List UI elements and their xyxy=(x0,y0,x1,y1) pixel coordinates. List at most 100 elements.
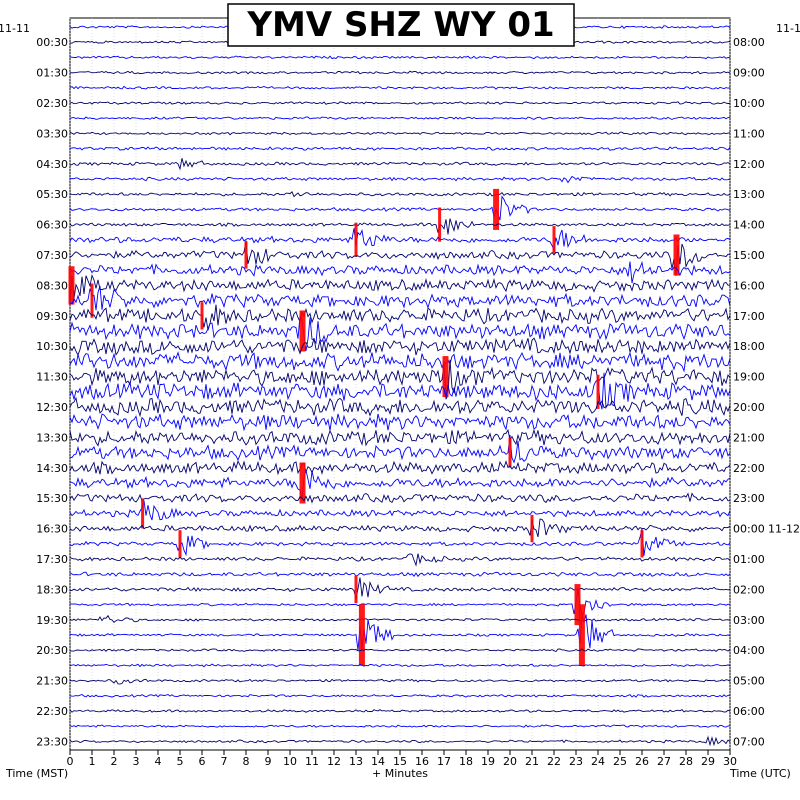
left-time-label: 18:30 xyxy=(36,583,68,596)
x-tick-label: 13 xyxy=(349,755,363,768)
x-tick-label: 5 xyxy=(177,755,184,768)
seismic-trace xyxy=(69,240,731,276)
clipped-event xyxy=(178,530,182,558)
right-time-label: 12:00 xyxy=(733,158,765,171)
clipped-event xyxy=(141,498,145,529)
left-time-label: 21:30 xyxy=(36,675,68,688)
right-time-label: 14:00 xyxy=(733,219,765,232)
clipped-event xyxy=(596,374,600,409)
seismic-trace xyxy=(69,413,731,432)
clipped-event xyxy=(640,530,644,558)
right-time-label: 04:00 xyxy=(733,644,765,657)
clipped-event xyxy=(358,604,365,666)
seismic-trace xyxy=(69,146,731,151)
x-tick-label: 17 xyxy=(437,755,451,768)
right-time-label: 21:00 xyxy=(733,431,765,444)
x-tick-label: 28 xyxy=(679,755,693,768)
seismic-trace xyxy=(69,577,731,600)
x-tick-label: 29 xyxy=(701,755,715,768)
clipped-event xyxy=(299,462,306,504)
x-tick-label: 0 xyxy=(67,755,74,768)
x-tick-label: 7 xyxy=(221,755,228,768)
seismic-trace xyxy=(69,175,731,184)
seismic-trace xyxy=(69,131,731,136)
right-time-label: 06:00 xyxy=(733,705,765,718)
left-time-label: 13:30 xyxy=(36,431,68,444)
seismic-trace xyxy=(69,337,731,357)
right-time-label: 15:00 xyxy=(733,249,765,262)
seismic-traces xyxy=(68,25,731,747)
left-time-label: 05:30 xyxy=(36,188,68,201)
seismic-trace xyxy=(69,191,731,198)
x-tick-label: 18 xyxy=(459,755,473,768)
clipped-event xyxy=(299,310,306,352)
seismic-trace xyxy=(69,260,731,284)
clipped-event xyxy=(354,575,358,604)
left-time-label: 02:30 xyxy=(36,97,68,110)
left-time-label: 19:30 xyxy=(36,614,68,627)
seismic-trace xyxy=(69,470,731,500)
seismic-trace xyxy=(69,553,731,567)
x-tick-label: 12 xyxy=(327,755,341,768)
clipped-event xyxy=(244,241,248,269)
seismic-trace xyxy=(69,228,731,252)
x-tick-label: 24 xyxy=(591,755,605,768)
clipped-event xyxy=(354,222,358,257)
right-time-label: 10:00 xyxy=(733,97,765,110)
seismic-trace xyxy=(69,614,731,651)
x-tick-label: 21 xyxy=(525,755,539,768)
left-time-label: 17:30 xyxy=(36,553,68,566)
left-time-label: 09:30 xyxy=(36,310,68,323)
seismic-trace xyxy=(69,571,731,578)
seismic-trace xyxy=(69,55,731,60)
seismic-trace xyxy=(69,648,731,653)
x-tick-label: 27 xyxy=(657,755,671,768)
right-time-label: 01:00 xyxy=(733,553,765,566)
left-time-label: 08:30 xyxy=(36,279,68,292)
seismic-trace xyxy=(69,735,731,747)
right-time-label: 11:00 xyxy=(733,127,765,140)
left-time-label: 23:30 xyxy=(36,735,68,748)
right-time-label: 07:00 xyxy=(733,735,765,748)
seismic-trace xyxy=(69,304,731,331)
title-box xyxy=(227,3,575,47)
x-tick-label: 16 xyxy=(415,755,429,768)
x-tick-label: 4 xyxy=(155,755,162,768)
seismic-trace xyxy=(69,614,731,624)
right-time-label: 09:00 xyxy=(733,67,765,80)
seismic-trace xyxy=(69,351,731,373)
left-date-label: 11-11 xyxy=(0,22,30,35)
seismic-trace xyxy=(69,435,731,464)
right-time-label: 22:00 xyxy=(733,462,765,475)
seismic-trace xyxy=(69,359,731,400)
x-tick-label: 8 xyxy=(243,755,250,768)
seismic-trace xyxy=(69,314,731,351)
axes: 0 1 2 3 4 5 6 7 8 9 10 11 12 13 14 15 16 17 18 19 20 21 22 23 24… xyxy=(36,36,800,768)
x-tick-label: 11 xyxy=(305,755,319,768)
clipped-event xyxy=(493,188,500,230)
x-tick-label: 26 xyxy=(635,755,649,768)
left-time-label: 14:30 xyxy=(36,462,68,475)
left-time-label: 01:30 xyxy=(36,67,68,80)
clipped-event xyxy=(442,356,449,398)
seismic-trace xyxy=(69,678,731,685)
seismic-trace xyxy=(69,663,731,668)
x-tick-label: 15 xyxy=(393,755,407,768)
left-time-label: 04:30 xyxy=(36,158,68,171)
seismic-trace xyxy=(69,428,731,447)
right-date-label: 11-11 xyxy=(776,22,800,35)
left-time-label: 22:30 xyxy=(36,705,68,718)
x-tick-label: 23 xyxy=(569,755,583,768)
seismic-trace xyxy=(69,693,731,698)
right-time-label: 19:00 xyxy=(733,371,765,384)
left-time-label: 16:30 xyxy=(36,523,68,536)
right-time-label: 05:00 xyxy=(733,675,765,688)
seismic-trace xyxy=(69,460,731,476)
right-time-label: 03:00 xyxy=(733,614,765,627)
clipped-event xyxy=(673,234,680,276)
x-tick-label: 25 xyxy=(613,755,627,768)
seismic-trace xyxy=(69,500,731,521)
seismic-trace xyxy=(69,286,731,311)
chart-title: YMV SHZ WY 01 xyxy=(246,5,554,45)
x-tick-label: 14 xyxy=(371,755,385,768)
